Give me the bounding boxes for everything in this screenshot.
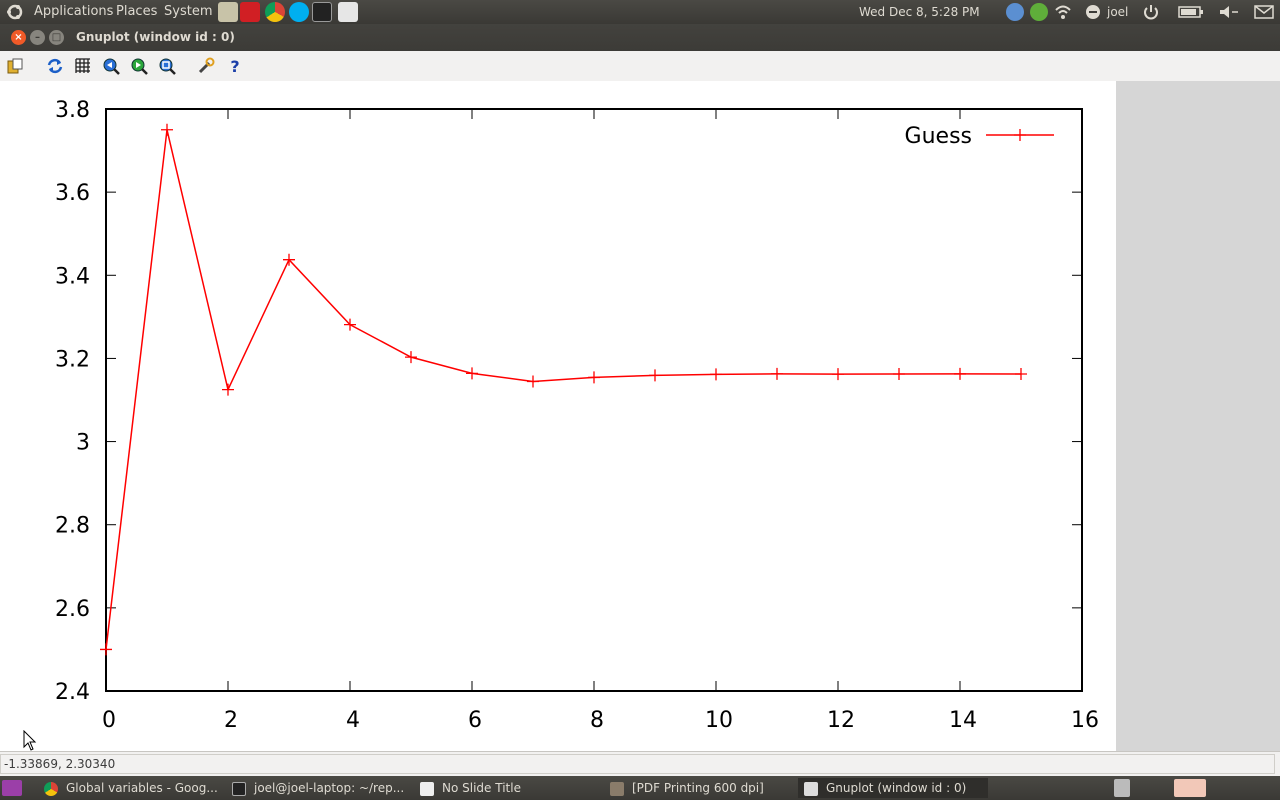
launcher-acrobat-icon[interactable]: [240, 2, 260, 22]
wifi-icon[interactable]: [1054, 3, 1072, 21]
task-label: Gnuplot (window id : 0): [826, 781, 967, 795]
x-tick-label: 0: [102, 708, 116, 733]
gnuplot-icon: [804, 781, 818, 796]
terminal-icon: [232, 781, 246, 796]
grid-icon[interactable]: [74, 57, 92, 75]
zoom-next-icon[interactable]: [130, 57, 148, 75]
launcher-chrome-icon[interactable]: [265, 2, 285, 22]
copy-to-clipboard-icon[interactable]: [6, 57, 24, 75]
user-name[interactable]: joel: [1107, 5, 1129, 19]
task-pdf-printing[interactable]: [PDF Printing 600 dpi]: [610, 778, 792, 798]
x-tick-label: 16: [1071, 708, 1099, 733]
legend-marker: [1014, 129, 1026, 141]
bottom-panel: Global variables - Goog... joel@joel-lap…: [0, 776, 1280, 800]
data-point: [771, 367, 783, 380]
unzoom-icon[interactable]: [158, 57, 176, 75]
data-point: [100, 643, 112, 656]
toolbar: ?: [0, 51, 1280, 81]
plot-canvas[interactable]: 2.4 2.6 2.8 3 3.2 3.4 3.6 3.8 0 2 4 6 8 10 12 14 16 Guess: [0, 81, 1116, 751]
data-point: [649, 369, 661, 382]
workspace-switcher[interactable]: [1174, 779, 1206, 797]
show-desktop-icon[interactable]: [2, 780, 22, 796]
mouse-cursor-icon: [23, 730, 37, 751]
help-icon[interactable]: ?: [226, 57, 244, 75]
launcher-mail-icon[interactable]: [338, 2, 358, 22]
status-bar: -1.33869, 2.30340: [0, 751, 1280, 777]
x-tick-label: 10: [705, 708, 733, 733]
menu-applications[interactable]: Applications: [34, 4, 114, 19]
data-point: [893, 368, 905, 381]
x-tick-label: 12: [827, 708, 855, 733]
mail-notification-icon[interactable]: [1254, 3, 1274, 21]
x-tick-label: 6: [468, 708, 482, 733]
svg-text:?: ?: [230, 57, 239, 75]
mouse-coordinates: -1.33869, 2.30340: [4, 757, 116, 771]
data-point: [466, 367, 478, 380]
top-panel: Applications Places System Wed Dec 8, 5:…: [0, 0, 1280, 24]
task-label: Global variables - Goog...: [66, 781, 218, 795]
launcher-skype-icon[interactable]: [289, 2, 309, 22]
maximize-button[interactable]: □: [49, 30, 64, 45]
data-point: [832, 368, 844, 381]
data-point: [405, 351, 417, 364]
document-icon: [420, 781, 434, 796]
settings-wrench-icon[interactable]: [197, 57, 215, 75]
data-point: [710, 368, 722, 381]
ubuntu-logo-icon[interactable]: [6, 3, 24, 21]
replot-icon[interactable]: [46, 57, 64, 75]
launcher-terminal-icon[interactable]: [312, 2, 332, 22]
data-point: [161, 123, 173, 136]
x-tick-label: 4: [346, 708, 360, 733]
printer-icon: [610, 781, 624, 796]
volume-icon[interactable]: [1218, 3, 1240, 21]
plot-background-area: [1116, 81, 1280, 751]
x-tick-label: 14: [949, 708, 977, 733]
data-point: [1015, 367, 1027, 380]
y-tick-label: 2.8: [55, 514, 90, 539]
y-tick-label: 3.6: [55, 181, 90, 206]
data-point: [283, 253, 295, 266]
tray-update-icon[interactable]: [1030, 3, 1048, 21]
task-label: [PDF Printing 600 dpi]: [632, 781, 764, 795]
user-status-icon[interactable]: [1084, 3, 1102, 21]
y-tick-label: 2.6: [55, 597, 90, 622]
chrome-icon: [44, 781, 58, 796]
x-tick-label: 8: [590, 708, 604, 733]
line-chart: 2.4 2.6 2.8 3 3.2 3.4 3.6 3.8 0 2 4 6 8 10 12 14 16 Guess: [55, 98, 1099, 733]
y-tick-label: 3: [76, 431, 90, 456]
zoom-previous-icon[interactable]: [102, 57, 120, 75]
plot-border: [105, 108, 1083, 692]
battery-icon[interactable]: [1178, 3, 1204, 21]
launcher-app-icon[interactable]: [218, 2, 238, 22]
legend-label: Guess: [905, 124, 972, 149]
window-title: Gnuplot (window id : 0): [76, 30, 235, 44]
data-point: [527, 375, 539, 388]
tray-messaging-icon[interactable]: [1006, 3, 1024, 21]
menu-system[interactable]: System: [164, 4, 213, 19]
menu-places[interactable]: Places: [116, 4, 158, 19]
y-tick-label: 3.2: [55, 347, 90, 372]
series-line: [105, 129, 1022, 650]
data-point: [954, 367, 966, 380]
window-titlebar[interactable]: × – □ Gnuplot (window id : 0): [0, 24, 1280, 51]
task-gnuplot[interactable]: Gnuplot (window id : 0): [798, 778, 988, 798]
data-point: [588, 371, 600, 384]
y-tick-label: 3.4: [55, 264, 90, 289]
task-chrome[interactable]: Global variables - Goog...: [44, 778, 226, 798]
data-point: [222, 383, 234, 396]
clock[interactable]: Wed Dec 8, 5:28 PM: [859, 5, 980, 19]
x-tick-label: 2: [224, 708, 238, 733]
task-slides[interactable]: No Slide Title: [420, 778, 602, 798]
minimize-button[interactable]: –: [30, 30, 45, 45]
task-terminal[interactable]: joel@joel-laptop: ~/rep...: [232, 778, 414, 798]
close-button[interactable]: ×: [11, 30, 26, 45]
trash-icon[interactable]: [1114, 779, 1130, 797]
y-tick-label: 3.8: [55, 98, 90, 123]
power-icon[interactable]: [1142, 3, 1160, 21]
task-label: No Slide Title: [442, 781, 521, 795]
y-tick-label: 2.4: [55, 680, 90, 705]
coordinate-frame: [0, 754, 1275, 774]
data-point: [344, 318, 356, 331]
task-label: joel@joel-laptop: ~/rep...: [254, 781, 405, 795]
